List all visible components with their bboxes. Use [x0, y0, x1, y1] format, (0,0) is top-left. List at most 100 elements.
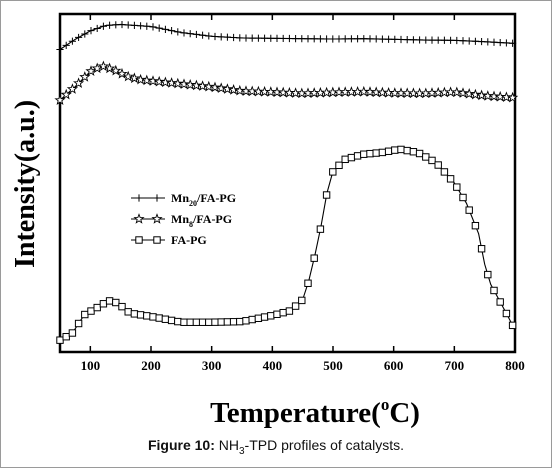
data-point-marker [285, 307, 294, 315]
data-point-marker [196, 80, 209, 91]
data-point-marker [192, 318, 201, 326]
data-point-marker [285, 34, 293, 43]
data-point-marker [323, 35, 331, 43]
data-point-marker [453, 36, 461, 45]
data-point-marker [172, 77, 184, 89]
data-point-marker [128, 72, 141, 84]
data-point-marker [459, 37, 467, 45]
data-point-marker [316, 35, 324, 43]
data-point-marker [451, 86, 463, 98]
data-point-marker [81, 30, 89, 38]
data-point-marker [137, 22, 145, 30]
caption-text-post: -TPD profiles of catalysts. [244, 437, 405, 453]
caption-label: Figure 10: [147, 437, 215, 453]
data-point-marker [217, 33, 225, 41]
data-point-marker [62, 333, 70, 341]
data-point-marker [316, 225, 325, 233]
data-point-marker [261, 34, 269, 42]
x-tick-label: 600 [384, 358, 404, 373]
data-point-marker [141, 74, 153, 86]
data-point-marker [360, 35, 368, 43]
data-point-marker [81, 310, 89, 319]
data-point-marker [147, 75, 159, 86]
data-point-marker [223, 33, 231, 41]
data-point-marker [397, 35, 405, 44]
data-point-marker [415, 149, 424, 158]
legend-marker [135, 236, 143, 244]
data-point-marker [99, 300, 108, 308]
data-point-marker [198, 318, 207, 326]
data-point-marker [378, 35, 386, 43]
x-axis-title: Temperature(oC) [210, 395, 420, 429]
data-point-marker [509, 39, 517, 47]
data-point-marker [103, 62, 116, 74]
data-point-marker [360, 150, 368, 158]
data-point-marker [502, 39, 510, 47]
data-point-marker [112, 298, 120, 307]
data-point-marker [72, 77, 85, 89]
data-point-marker [502, 309, 511, 318]
data-point-marker [310, 35, 318, 43]
legend-marker [133, 213, 145, 224]
data-point-marker [469, 88, 482, 100]
data-point-marker [347, 153, 356, 162]
data-point-marker [118, 20, 126, 29]
data-point-marker [254, 34, 262, 42]
data-point-marker [447, 36, 455, 44]
y-axis-title: Intensity(a.u.) [10, 100, 41, 268]
data-point-marker [130, 21, 138, 29]
legend-marker [153, 194, 161, 202]
data-point-marker [215, 82, 227, 94]
data-point-marker [75, 33, 83, 42]
data-point-marker [223, 318, 232, 326]
data-point-marker [378, 148, 387, 157]
x-axis-ticks: 100 200 300 400 500 600 700 800 [81, 14, 525, 373]
legend-marker [135, 194, 143, 202]
data-point-marker [471, 37, 479, 45]
data-point-marker [372, 149, 380, 157]
data-point-marker [440, 168, 449, 176]
data-point-marker [66, 83, 79, 94]
data-point-marker [428, 36, 436, 44]
data-point-marker [217, 318, 225, 326]
data-point-marker [422, 36, 430, 44]
data-point-marker [322, 191, 331, 199]
data-point-marker [230, 33, 238, 42]
data-point-marker [110, 64, 122, 76]
data-point-marker [68, 329, 77, 337]
data-point-marker [130, 310, 139, 318]
data-point-marker [366, 35, 374, 43]
data-point-marker [508, 321, 517, 330]
legend-marker [151, 213, 163, 224]
data-point-marker [273, 310, 281, 318]
data-point-marker [149, 313, 157, 321]
data-point-marker [310, 254, 318, 262]
data-point-marker [304, 279, 312, 287]
data-point-marker [267, 312, 275, 320]
data-point-marker [62, 41, 70, 49]
caption-subscript: 3 [238, 445, 245, 457]
data-point-marker [403, 36, 411, 44]
data-point-marker [161, 315, 170, 323]
legend-label-sub: 8 [189, 220, 193, 229]
legend-label: FA-PG [171, 233, 207, 247]
x-title-main: Temperature( [210, 397, 381, 429]
data-point-marker [416, 36, 424, 44]
data-point-marker [260, 313, 269, 321]
caption-text-pre: NH [214, 437, 239, 453]
data-point-marker [304, 35, 312, 43]
data-point-marker [56, 336, 64, 344]
data-point-marker [279, 34, 287, 43]
data-point-marker [329, 35, 337, 43]
legend-marker [153, 236, 161, 244]
legend-label-rest: /FA-PG [196, 191, 236, 205]
data-point-marker [397, 145, 405, 154]
data-point-marker [184, 78, 196, 90]
data-point-marker [116, 67, 128, 79]
data-point-marker [227, 84, 240, 95]
data-point-marker [422, 153, 430, 161]
x-tick-label: 500 [323, 358, 343, 373]
data-point-marker [68, 37, 76, 45]
data-point-marker [446, 175, 455, 183]
